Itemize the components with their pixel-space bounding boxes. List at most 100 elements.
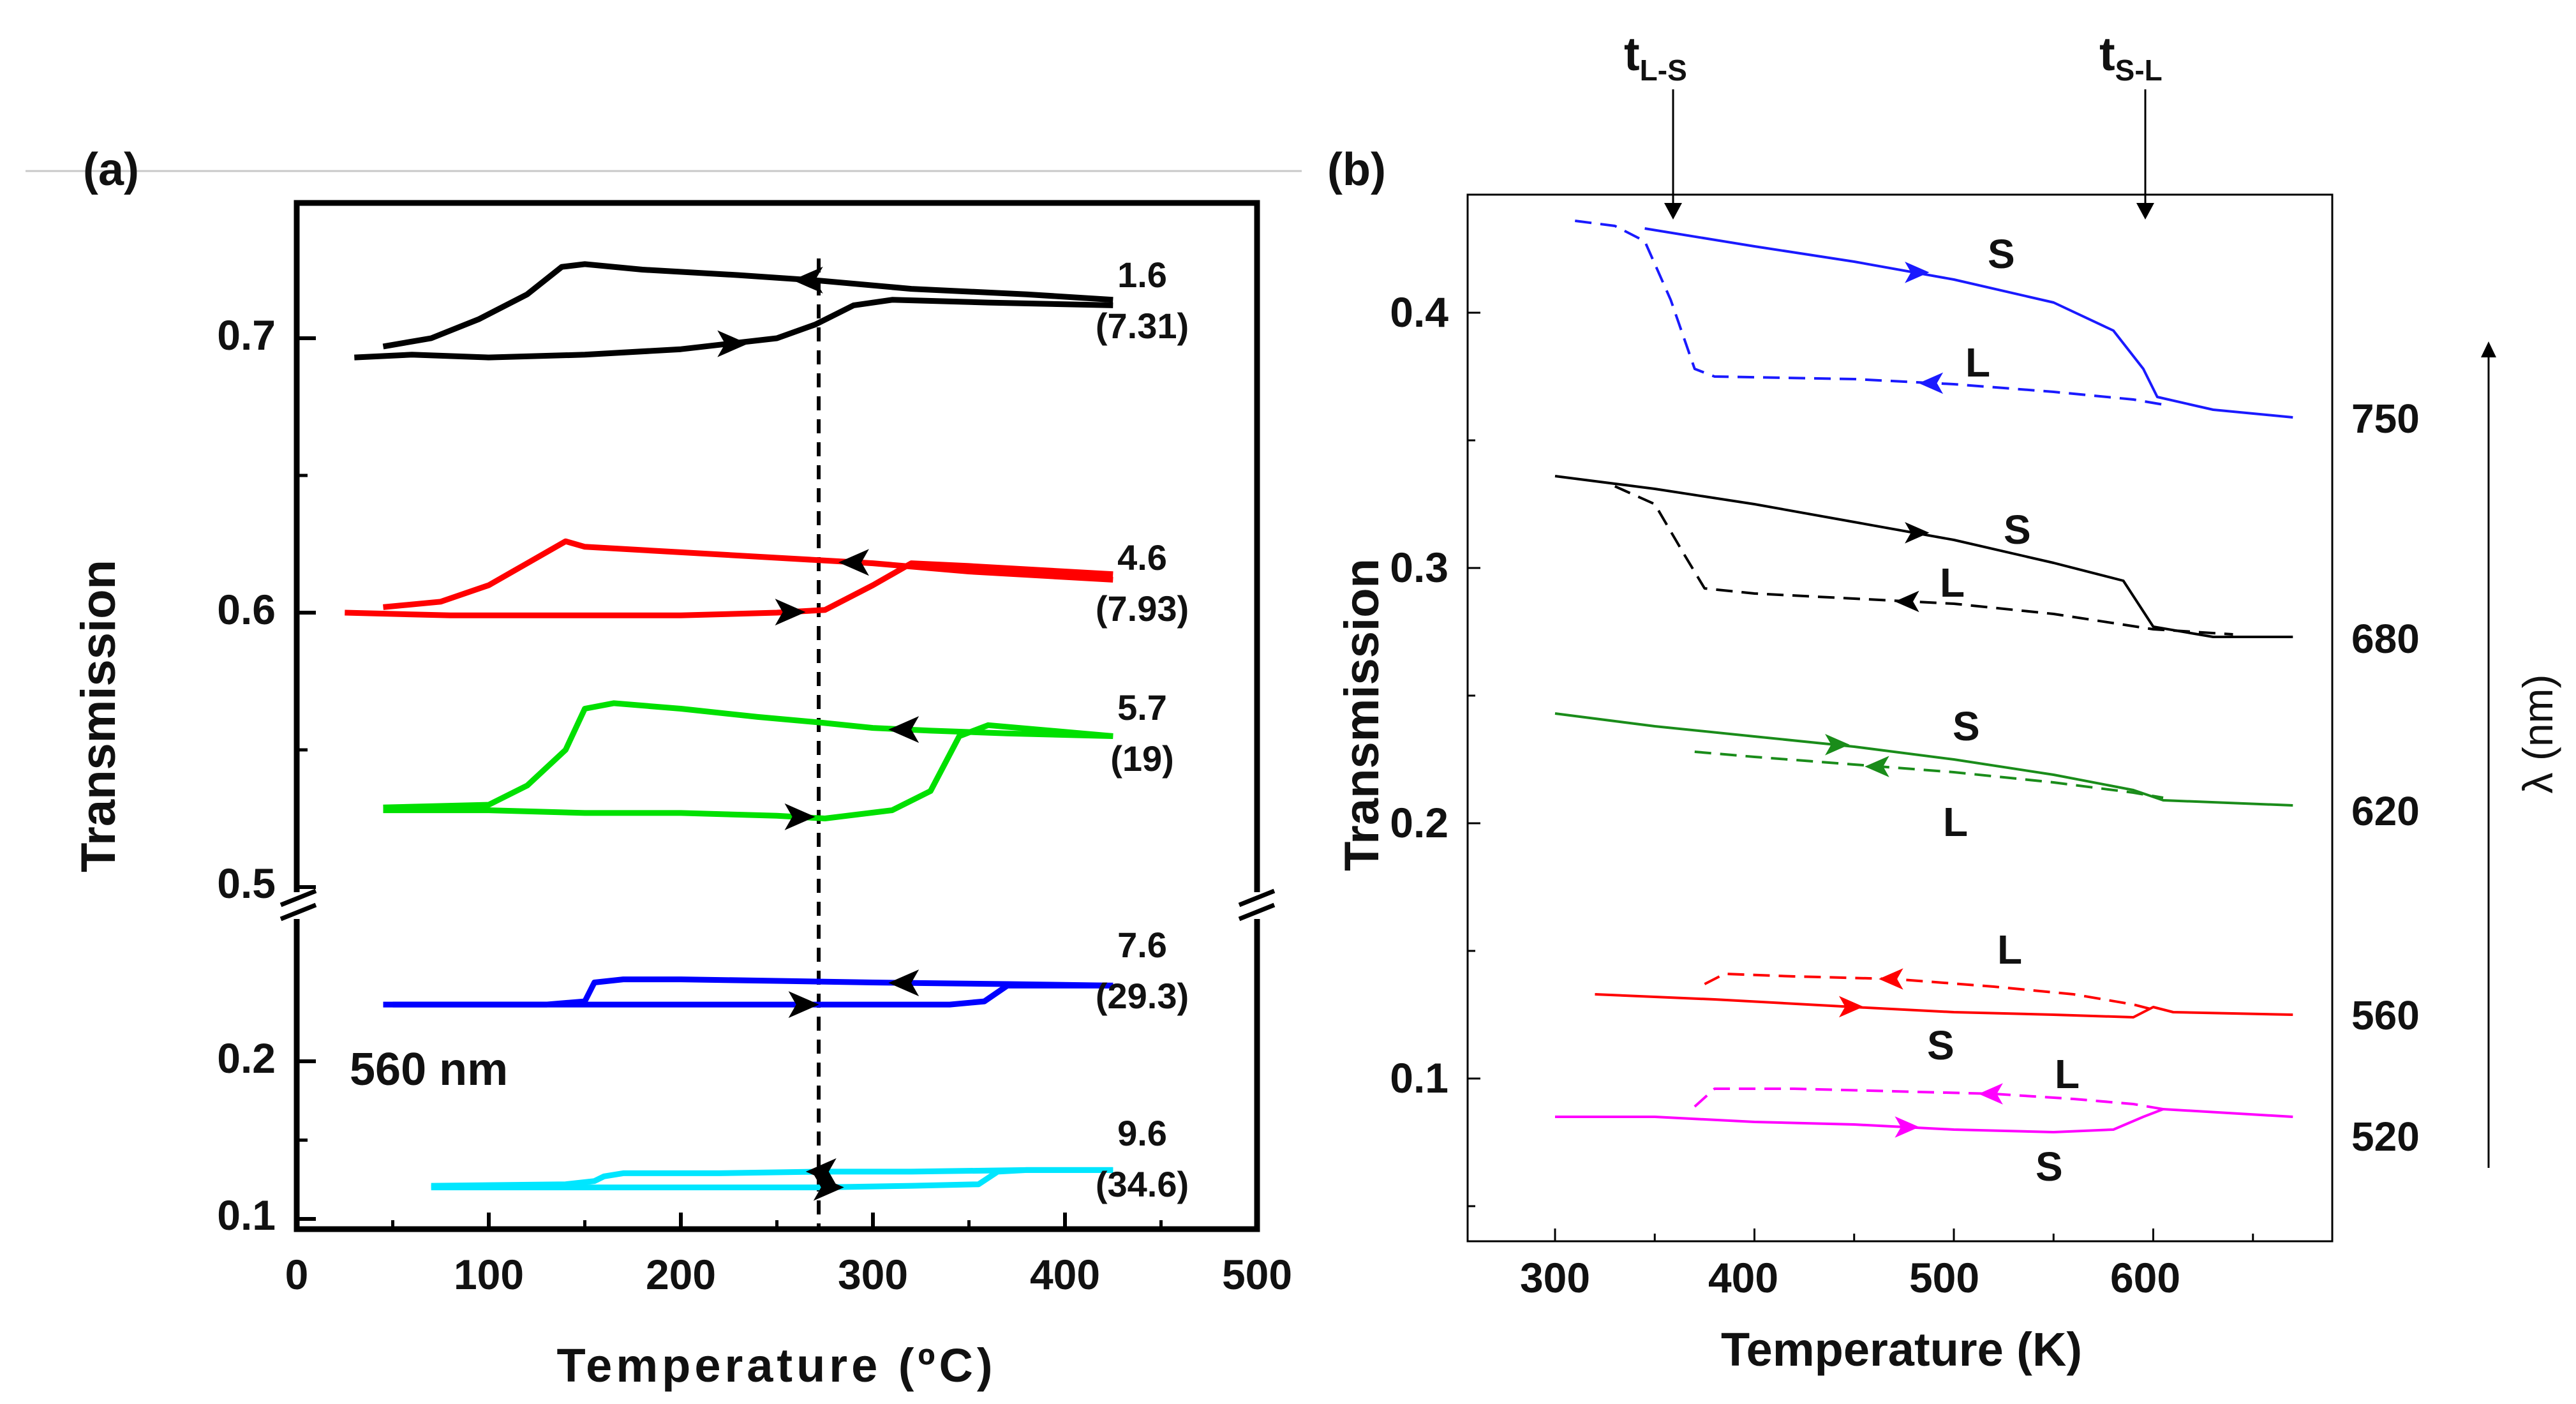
b-solid-curve-560 (1595, 993, 2293, 1019)
right-axis-label: λ (nm) (2514, 675, 2561, 794)
b-y-tick: 0.4 (1390, 288, 1448, 336)
b-x-tick: 500 (1909, 1254, 1979, 1301)
a-cooling-arrow (805, 1158, 837, 1185)
panel-a: (a) 0 100 200 300 400 500 0.1 0.2 0.5 0.… (71, 144, 1292, 1392)
b-y-tick: 0.2 (1390, 799, 1448, 846)
series-sublabel-19: (19) (1110, 738, 1174, 779)
a-x-tick: 400 (1030, 1251, 1100, 1298)
panel-b-ticks (1468, 311, 2254, 1241)
b-dashed-arrow-520 (1978, 1083, 2003, 1105)
b-x-tick: 300 (1520, 1254, 1590, 1301)
series-label-4-6: 4.6 (1117, 537, 1167, 578)
b-y-tick: 0.1 (1390, 1054, 1448, 1102)
label-s-750: S (1988, 231, 2015, 277)
a-heating-arrow (813, 1174, 844, 1201)
lambda-arrowhead (2481, 341, 2496, 357)
panel-b: (b) 300 400 500 600 0.1 0.2 0.3 0.4 tL-S… (1327, 27, 2561, 1376)
a-cooling-curve-1 (383, 538, 1113, 610)
a-x-tick: 300 (838, 1251, 908, 1298)
panel-a-series (345, 261, 1113, 1191)
b-x-axis-label: Temperature (K) (1721, 1323, 2082, 1376)
t-ls-marker: tL-S (1624, 27, 1687, 87)
label-l-680: L (1940, 560, 1965, 606)
series-label-9-6: 9.6 (1117, 1113, 1167, 1153)
a-x-tick: 0 (285, 1251, 309, 1298)
a-cooling-curve-4 (431, 1167, 1113, 1189)
panel-b-direction-arrows (1825, 262, 2003, 1138)
series-label-7-6: 7.6 (1117, 925, 1167, 965)
label-l-560: L (1997, 927, 2022, 973)
b-dashed-curve-750 (1575, 220, 2164, 406)
label-l-520: L (2055, 1051, 2080, 1097)
a-cooling-arrow (888, 716, 919, 743)
panel-b-sl-labels: S L S L S L L S L S (1927, 231, 2080, 1190)
t-sl-arrowhead (2136, 203, 2154, 220)
a-heating-arrow (775, 599, 806, 626)
b-dashed-curve-680 (1614, 485, 2233, 636)
b-solid-arrow-520 (1895, 1116, 1919, 1138)
t-ls-arrowhead (1664, 203, 1682, 220)
panel-b-frame (1466, 193, 2334, 1243)
b-solid-curve-750 (1644, 227, 2293, 419)
panel-b-tick-labels: 300 400 500 600 0.1 0.2 0.3 0.4 (1390, 288, 2180, 1301)
wavelength-labels: 750 680 620 560 520 (2351, 396, 2420, 1160)
a-heating-arrow (784, 803, 815, 830)
b-x-tick: 600 (2110, 1254, 2180, 1301)
series-sublabel-34-6: (34.6) (1096, 1164, 1189, 1204)
series-label-1-6: 1.6 (1117, 255, 1167, 295)
b-solid-arrow-560 (1838, 996, 1864, 1018)
a-heating-curve-0 (354, 297, 1113, 361)
panel-a-tick-labels: 0 100 200 300 400 500 0.1 0.2 0.5 0.6 0.… (217, 311, 1292, 1298)
label-s-620: S (1953, 703, 1980, 749)
a-y-tick: 0.7 (217, 311, 276, 359)
label-s-520: S (2036, 1144, 2063, 1190)
panel-a-label: (a) (83, 144, 139, 195)
a-x-tick: 100 (454, 1251, 524, 1298)
b-solid-curve-680 (1554, 475, 2293, 638)
a-cooling-arrow (888, 969, 919, 997)
panel-b-series (1554, 220, 2293, 1133)
a-heating-arrow (788, 991, 819, 1019)
b-y-axis-label: Transmission (1335, 558, 1389, 871)
b-dashed-curve-560 (1704, 973, 2154, 1011)
a-cooling-curve-2 (383, 700, 1113, 810)
wavelength-680: 680 (2351, 616, 2420, 662)
b-solid-curve-520 (1555, 1108, 2293, 1133)
label-l-620: L (1943, 799, 1968, 845)
label-l-750: L (1965, 340, 1990, 385)
annotation-wavelength: 560 nm (350, 1044, 508, 1095)
b-dashed-arrow-680 (1895, 590, 1919, 613)
b-solid-arrow-750 (1905, 262, 1930, 283)
axis-break-marks (279, 888, 1276, 922)
wavelength-620: 620 (2351, 788, 2420, 834)
panel-a-series-labels: 1.6 (7.31) 4.6 (7.93) 5.7 (19) 7.6 (29.3… (1096, 255, 1189, 1204)
series-sublabel-7-31: (7.31) (1096, 306, 1189, 346)
wavelength-560: 560 (2351, 992, 2420, 1038)
b-solid-arrow-680 (1905, 522, 1930, 544)
b-x-tick: 400 (1708, 1254, 1778, 1301)
label-s-560: S (1927, 1022, 1954, 1068)
a-heating-arrow (717, 330, 748, 357)
a-y-tick: 0.2 (217, 1034, 276, 1082)
panel-a-direction-arrows (717, 266, 919, 1201)
a-y-tick: 0.1 (217, 1191, 276, 1239)
a-y-axis-label: Transmission (71, 560, 126, 872)
panel-a-ticks (295, 336, 1259, 1229)
b-dashed-arrow-750 (1918, 372, 1944, 394)
a-x-axis-label: Temperature (ºC) (556, 1339, 996, 1392)
panel-b-label: (b) (1327, 144, 1386, 195)
a-x-tick: 500 (1222, 1251, 1292, 1298)
b-solid-arrow-620 (1825, 734, 1850, 756)
a-cooling-arrow (792, 266, 823, 294)
a-y-tick: 0.6 (217, 586, 276, 633)
label-s-680: S (2004, 507, 2031, 553)
wavelength-750: 750 (2351, 396, 2420, 442)
t-sl-marker: tS-L (2099, 27, 2163, 87)
b-y-tick: 0.3 (1390, 544, 1448, 591)
b-dashed-curve-620 (1694, 751, 2164, 799)
a-cooling-curve-0 (382, 261, 1113, 350)
series-sublabel-29-3: (29.3) (1096, 976, 1189, 1016)
series-sublabel-7-93: (7.93) (1096, 588, 1189, 629)
a-y-tick: 0.5 (217, 860, 276, 907)
transition-markers: tL-S tS-L (1624, 27, 2163, 220)
